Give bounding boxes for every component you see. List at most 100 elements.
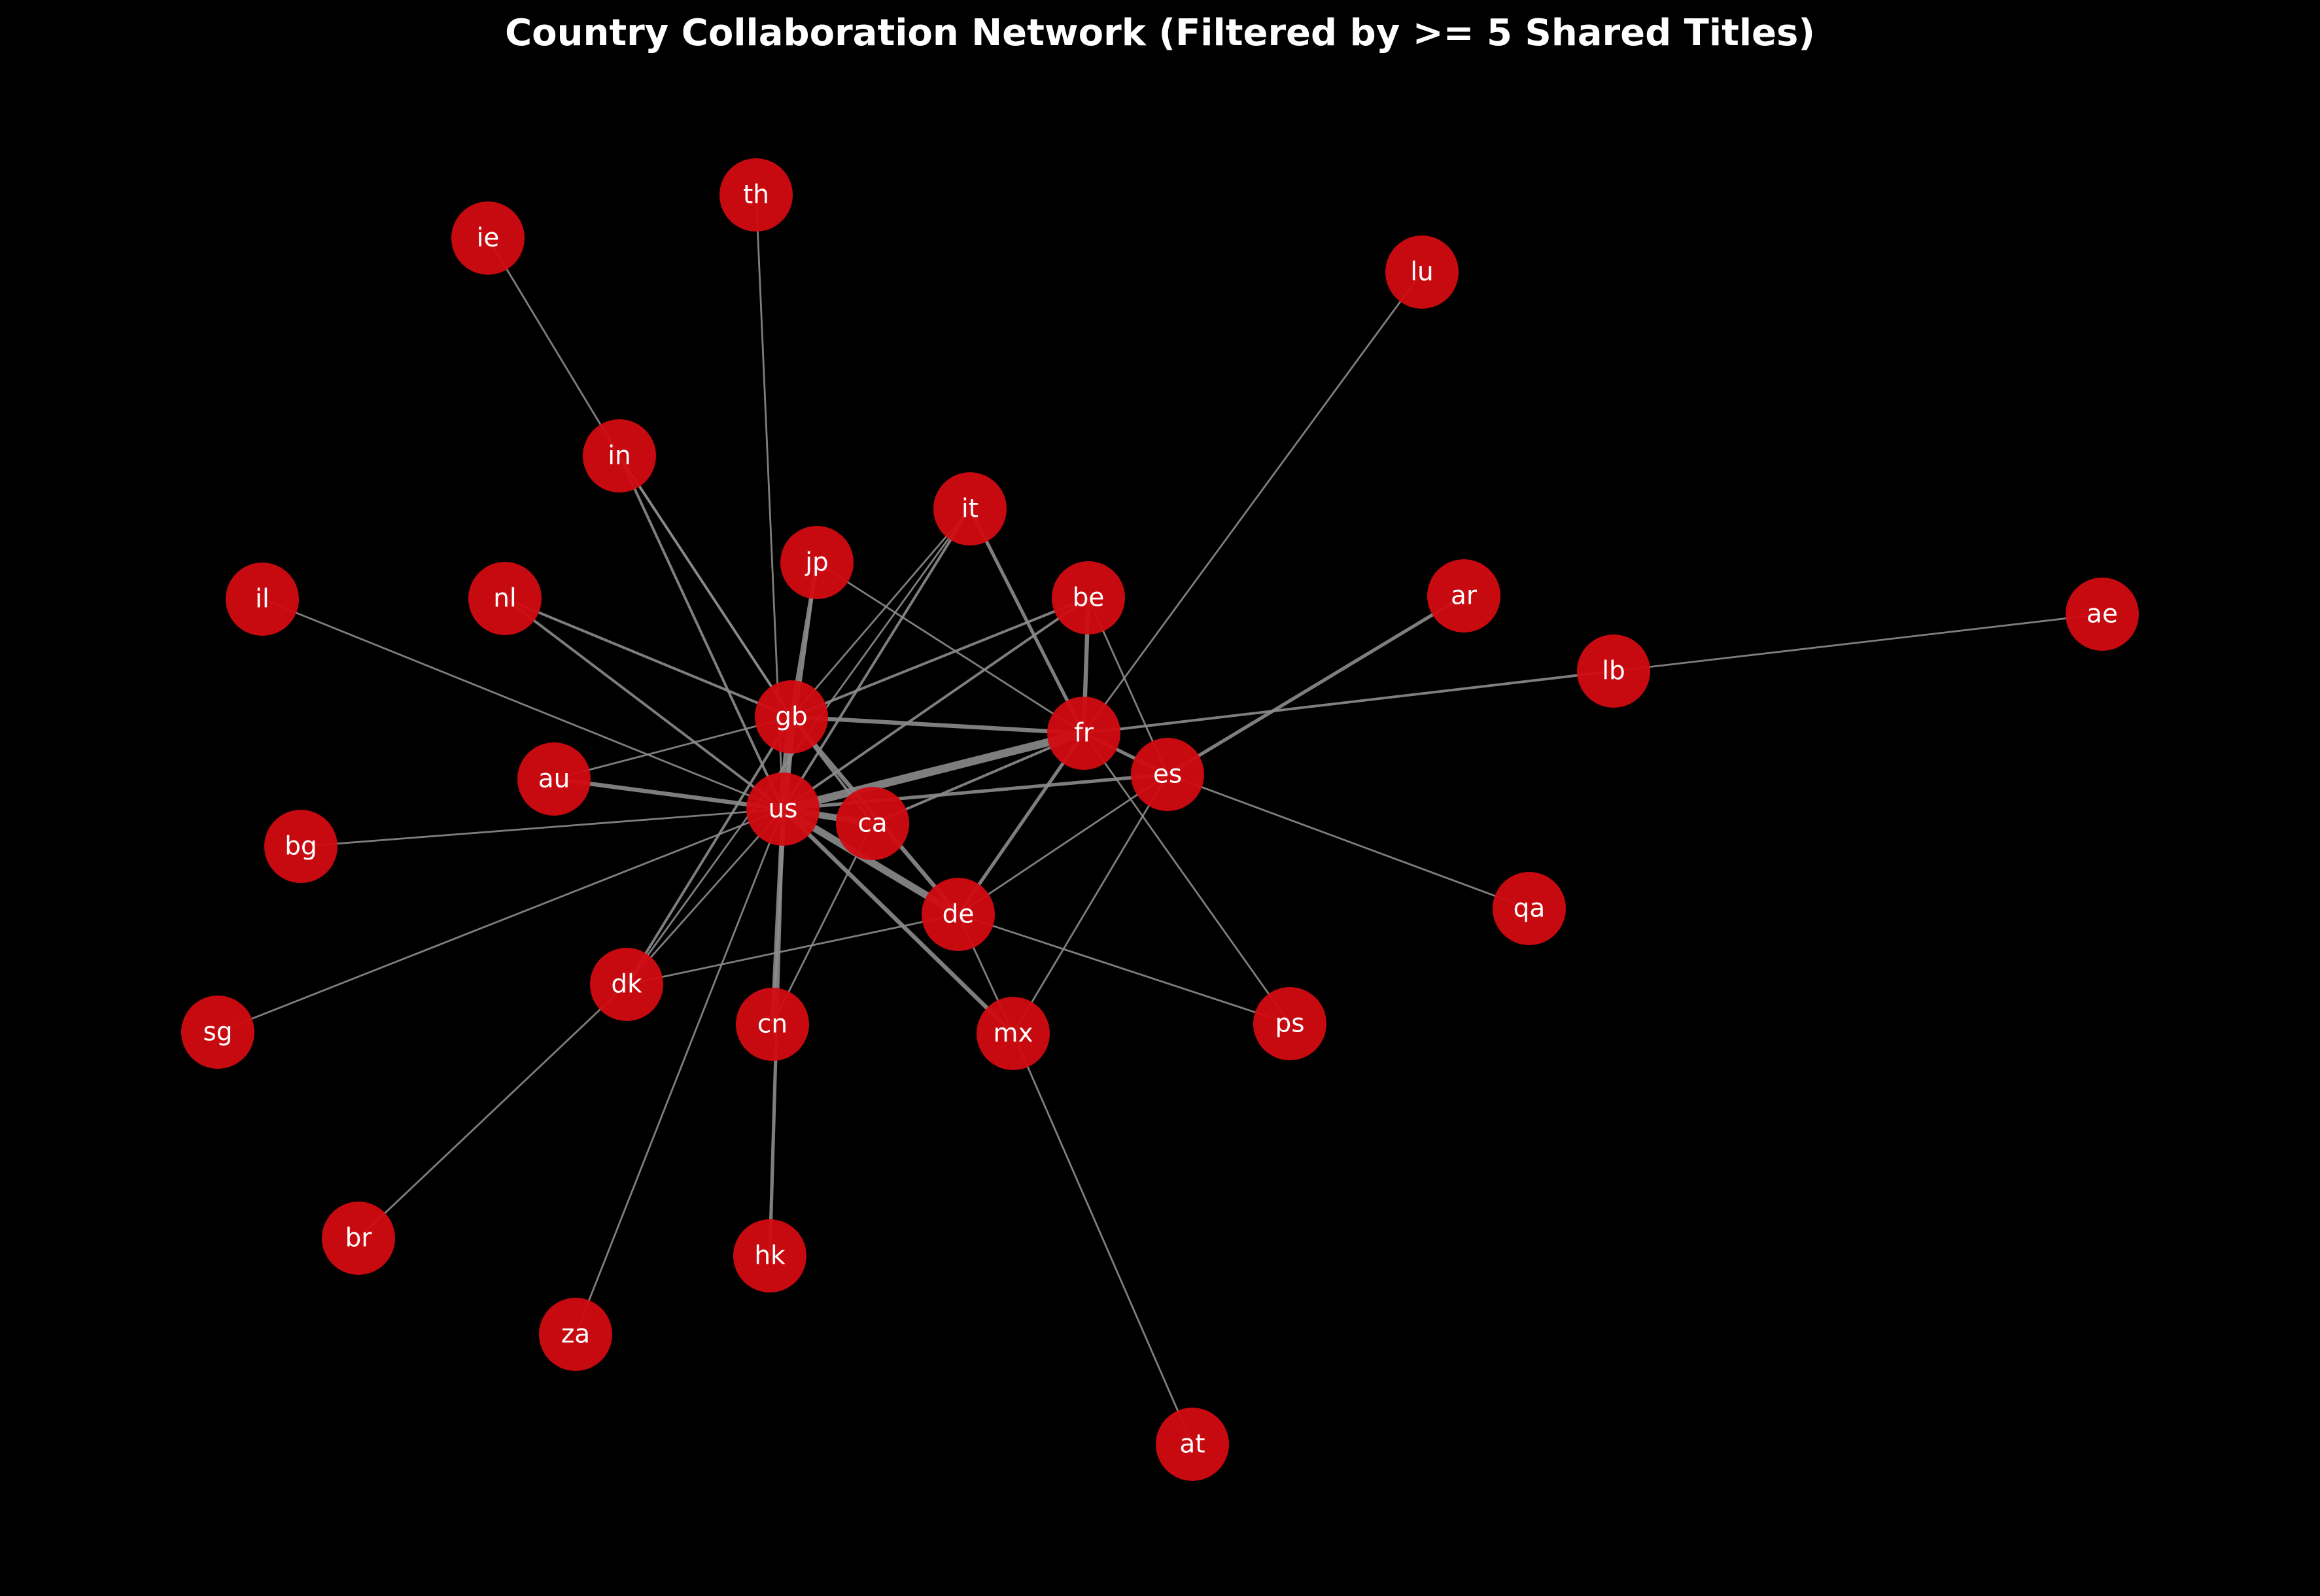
node-circle [1253, 987, 1326, 1060]
node-at: at [1156, 1408, 1229, 1481]
edge-in-gb [618, 455, 793, 718]
edge-dk-br [358, 983, 627, 1240]
node-circle [590, 948, 663, 1021]
node-label: ar [1451, 581, 1478, 611]
edge-gb-be [791, 597, 1089, 718]
node-circle [1577, 634, 1650, 708]
node-circle [755, 680, 828, 754]
node-circle [264, 810, 338, 883]
node-circle [517, 742, 591, 816]
edge-gb-cn [771, 716, 793, 1025]
node-th: th [719, 158, 793, 232]
node-label: dk [611, 970, 642, 999]
edge-us-il [262, 598, 784, 810]
node-cn: cn [736, 988, 809, 1061]
node-label: nl [493, 584, 517, 614]
node-be: be [1052, 561, 1125, 634]
node-circle [922, 878, 995, 951]
node-label: ie [477, 224, 500, 253]
edge-de-dk [626, 913, 959, 986]
node-circle [1493, 872, 1566, 945]
node-label: qa [1514, 894, 1546, 924]
node-circle [1427, 559, 1500, 633]
edge-gb-nl [504, 597, 792, 718]
node-circle [2066, 578, 2139, 651]
node-label: gb [775, 703, 808, 732]
edge-us-bg [300, 808, 784, 848]
node-circle [719, 158, 793, 232]
node-label: za [561, 1320, 590, 1349]
edge-us-fr [782, 729, 1085, 814]
node-circle [836, 787, 909, 860]
node-lu: lu [1385, 235, 1459, 309]
edge-fr-lu [1082, 271, 1423, 734]
node-label: au [538, 765, 570, 794]
edge-us-in [618, 455, 784, 810]
node-de: de [922, 878, 995, 951]
node-circle [1047, 697, 1120, 770]
node-label: br [345, 1224, 373, 1253]
node-circle [1385, 235, 1459, 309]
node-label: hk [754, 1241, 786, 1271]
edge-us-za [574, 808, 784, 1335]
node-circle [539, 1298, 612, 1371]
node-label: de [943, 900, 975, 929]
node-label: il [255, 585, 269, 614]
edge-gb-dk [625, 716, 793, 986]
node-label: th [743, 181, 769, 210]
edge-ca-cn [771, 823, 874, 1025]
node-qa: qa [1493, 872, 1566, 945]
edge-fr-it [968, 508, 1086, 735]
edge-gb-it [790, 508, 971, 718]
node-jp: jp [780, 526, 854, 599]
edge-es-ar [1166, 594, 1465, 776]
edge-lb-ae [1613, 613, 2103, 672]
edge-us-nl [504, 597, 784, 810]
node-label: es [1153, 760, 1182, 789]
nodes-layer: us gb fr ca de es be it jp in ie th lu nl il ar ae lb au bg… [181, 158, 2139, 1481]
node-br: br [322, 1202, 395, 1275]
node-za: za [539, 1298, 612, 1371]
node-ar: ar [1427, 559, 1500, 633]
edge-ie-in [487, 237, 621, 457]
node-label: jp [805, 548, 829, 578]
node-label: lu [1410, 258, 1434, 287]
node-nl: nl [468, 562, 542, 635]
edge-us-dk [625, 808, 784, 985]
node-dk: dk [590, 948, 663, 1021]
node-in: in [583, 419, 656, 493]
node-au: au [517, 742, 591, 816]
node-circle [733, 1219, 806, 1292]
node-label: be [1073, 583, 1105, 613]
node-ca: ca [836, 787, 909, 860]
edge-es-mx [1012, 774, 1169, 1034]
node-il: il [226, 563, 299, 636]
chart-title: Country Collaboration Network (Filtered … [505, 12, 1815, 54]
node-label: cn [757, 1010, 788, 1039]
edge-mx-at [1012, 1033, 1194, 1445]
node-label: fr [1074, 719, 1094, 748]
edge-us-mx [781, 807, 1015, 1035]
node-label: ps [1275, 1009, 1304, 1039]
edge-es-qa [1167, 773, 1530, 910]
edge-gb-fr [791, 714, 1084, 736]
node-circle [977, 997, 1050, 1070]
node-hk: hk [733, 1219, 806, 1292]
node-circle [226, 563, 299, 636]
node-circle [780, 526, 854, 599]
edge-fr-jp [816, 561, 1084, 735]
node-circle [1156, 1408, 1229, 1481]
node-ps: ps [1253, 987, 1326, 1060]
node-ie: ie [451, 201, 525, 275]
node-label: us [768, 795, 797, 824]
node-circle [181, 996, 254, 1069]
node-label: in [608, 442, 631, 471]
node-lb: lb [1577, 634, 1650, 708]
edge-gb-au [553, 716, 792, 780]
node-circle [468, 562, 542, 635]
node-circle [322, 1202, 395, 1275]
node-label: ca [857, 809, 887, 839]
node-bg: bg [264, 810, 338, 883]
node-label: ae [2086, 600, 2118, 629]
